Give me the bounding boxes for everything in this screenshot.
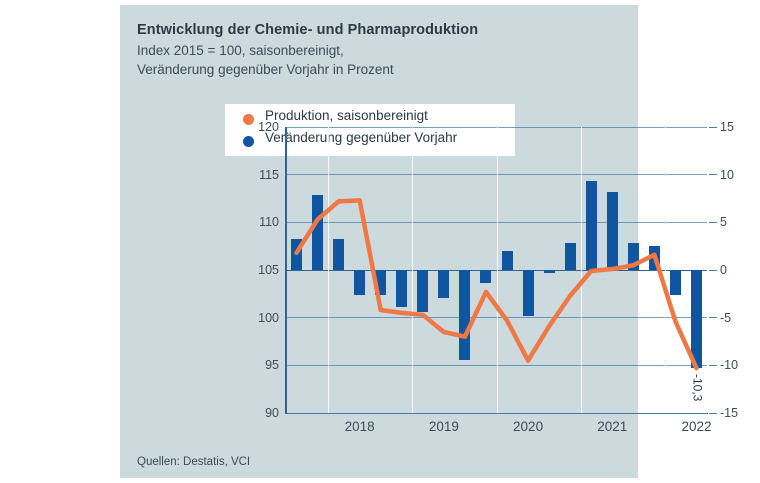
legend-label-veraenderung: Veränderung gegenüber Vorjahr (265, 130, 458, 145)
y-axis-left-tick-115: 115 (259, 167, 279, 182)
y-axis-right-tick-15: 15 (720, 120, 734, 134)
bar (333, 238, 345, 270)
year-separator-2018 (328, 127, 330, 413)
y-axis-left-tick-95: 95 (265, 358, 279, 373)
legend-marker-icon-veraenderung (243, 136, 254, 147)
bar (501, 250, 513, 270)
y-axis-right-tickmark-0 (709, 269, 717, 271)
bar (522, 270, 534, 316)
y-axis-left-tick-90: 90 (265, 406, 279, 420)
bar (417, 270, 429, 312)
y-axis-right-tick--15: -15 (720, 406, 739, 420)
legend-marker-icon-produktion (243, 114, 254, 125)
legend-item-produktion: Produktion, saisonbereinigt (243, 104, 515, 130)
data-label-final-value: -10,3 (690, 374, 705, 402)
year-separator-2019 (412, 127, 414, 413)
y-axis-left-tick-120: 120 (258, 120, 279, 134)
x-axis-label-2020: 2020 (513, 419, 544, 434)
bar (396, 270, 408, 308)
year-separator-2021 (580, 127, 582, 413)
x-axis-label-2021: 2021 (597, 419, 628, 434)
bar (375, 270, 387, 295)
legend-label-produktion: Produktion, saisonbereinigt (265, 108, 428, 123)
y-axis-right-tick-0: 0 (720, 263, 727, 277)
y-axis-right-tick--5: -5 (720, 310, 732, 325)
y-axis-right-tick--10: -10 (720, 358, 739, 373)
bar (585, 181, 597, 270)
x-axis-label-2022: 2022 (681, 419, 712, 434)
x-axis-label-2019: 2019 (428, 419, 459, 434)
year-separator-2022 (664, 127, 666, 413)
bar (354, 270, 366, 295)
y-axis-right-tickmark-15 (709, 126, 717, 128)
bar (690, 270, 702, 369)
bar (543, 270, 555, 273)
bar (312, 194, 324, 270)
chart-legend: Produktion, saisonbereinigt Veränderung … (225, 104, 515, 156)
bar (459, 270, 471, 360)
y-axis-left-tick-105: 105 (258, 263, 279, 277)
gridline-90 (286, 412, 707, 414)
y-axis-left-tick-100: 100 (258, 310, 279, 325)
bar (564, 243, 576, 270)
page-title: Entwicklung der Chemie- und Pharmaproduk… (137, 22, 479, 38)
y-axis-left (285, 127, 287, 414)
production-line-series (294, 198, 699, 371)
year-separator-2020 (496, 127, 498, 413)
bar (438, 270, 450, 298)
chart-card: Entwicklung der Chemie- und Pharmaproduk… (120, 5, 738, 478)
source-note: Quellen: Destatis, VCI (137, 456, 251, 468)
bar (627, 243, 639, 270)
x-axis-label-2018: 2018 (344, 419, 375, 434)
production-line-path (294, 198, 699, 371)
y-axis-right-tickmark--15 (709, 412, 717, 414)
bar (480, 270, 492, 284)
plot-area: 90 -15 95 -10 100 -5 105 0 110 5 115 10 120 15 2018 201… (258, 120, 738, 434)
bar (606, 191, 618, 270)
bar (669, 270, 681, 295)
y-axis-right-tickmark-10 (709, 174, 717, 176)
y-axis-right-tickmark--5 (709, 317, 717, 319)
y-axis-right-tickmark--10 (709, 364, 717, 366)
y-axis-left-tick-110: 110 (259, 215, 279, 230)
y-axis-right-tick-5: 5 (720, 215, 727, 230)
y-axis-right-tick-10: 10 (720, 167, 734, 182)
chart-subtitle-line-2: Veränderung gegenüber Vorjahr in Prozent (137, 62, 394, 77)
y-axis-right-tickmark-5 (709, 221, 717, 223)
legend-item-veraenderung: Veränderung gegenüber Vorjahr (243, 130, 515, 152)
chart-subtitle-line-1: Index 2015 = 100, saisonbereinigt, (137, 43, 344, 58)
